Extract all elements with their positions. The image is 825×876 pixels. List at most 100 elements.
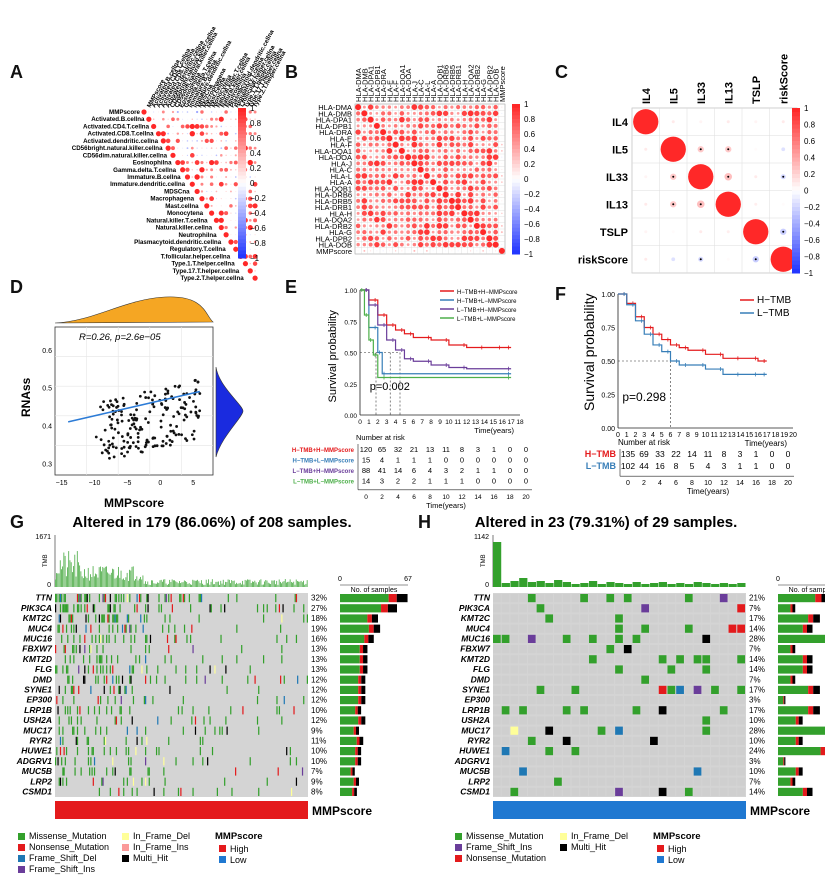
h-empty-cell [684,716,693,725]
a-corr-dot [230,154,232,156]
h-empty-cell [510,747,519,756]
h-empty-cell [632,696,641,705]
b-corr-dot [374,167,379,172]
h-empty-cell [536,655,545,664]
a-corr-dot [253,161,257,164]
a-corr-dot [223,232,229,238]
h-empty-cell [615,594,623,603]
b-row-label: HLA-DOA [319,153,352,162]
b-col-label: HLA-A [429,80,438,102]
b-corr-dot [443,154,448,160]
b-corr-dot [406,123,411,128]
b-col-label: HLA-DOA [404,69,413,102]
b-corr-dot [418,123,424,129]
h-empty-cell [728,634,737,643]
h-empty-cell [650,777,658,786]
b-col-label: HLA-L [423,81,432,102]
h-empty-cell [588,787,597,796]
a-corr-dot [209,138,214,144]
h-mutation-cell [702,665,711,674]
h-mutation-cell [667,685,676,694]
h-empty-cell [650,716,658,725]
h-empty-cell [623,747,632,756]
a-corr-dot [157,118,159,120]
h-empty-cell [728,736,737,745]
h-empty-cell [737,757,745,766]
h-mutation-cell [571,747,580,756]
h-empty-cell [632,726,641,735]
h-empty-cell [545,645,554,654]
h-empty-cell [641,736,650,745]
b-row-label: HLA-J [331,159,352,168]
a-colorbar-segment [238,250,246,255]
h-empty-cell [632,665,641,674]
h-gene-label: MUC17 [461,725,491,735]
b-corr-dot [450,186,454,190]
b-corr-dot [411,204,417,210]
h-count-bar-missense [778,645,791,654]
h-mutation-cell [676,685,684,694]
b-corr-dot [411,185,417,191]
b-corr-dot [368,186,373,191]
h-mutation-cell [615,726,623,735]
h-empty-cell [493,767,501,776]
h-tmb-max: 1142 [474,534,489,541]
a-corr-dot [204,138,209,144]
a-colorbar-segment [238,190,246,195]
b-corr-dot [437,168,441,172]
a-colorbar-segment [238,246,246,251]
a-corr-dot [249,176,252,178]
a-corr-dot [235,169,237,171]
h-empty-cell [684,645,693,654]
b-corr-dot [474,186,480,191]
b-col-label: HLA-DRA [379,69,388,102]
b-corr-dot [399,204,405,210]
h-empty-cell [684,757,693,766]
h-gene-label: MUC4 [466,623,490,633]
a-corr-dot [252,203,258,209]
a-row-label: Regulatory.T.cellna [170,246,226,253]
h-empty-cell [737,675,745,684]
a-corr-dot [199,196,205,202]
h-empty-cell [519,604,527,613]
h-empty-cell [623,706,632,715]
h-empty-cell [615,685,623,694]
h-gene-pct: 14% [749,665,765,674]
h-empty-cell [702,696,711,705]
h-empty-cell [519,665,527,674]
b-corr-dot [450,149,454,153]
h-empty-cell [676,645,684,654]
b-corr-dot [456,168,460,172]
h-empty-cell [554,614,562,623]
b-corr-dot [406,168,410,172]
a-corr-dot [186,133,189,135]
h-empty-cell [658,594,667,603]
b-corr-dot [394,168,398,172]
h-mutation-cell [658,655,667,664]
a-corr-dot [253,110,257,114]
b-corr-dot [450,180,454,184]
h-count-bar-multi [792,777,796,786]
a-corr-dot [234,118,237,121]
h-empty-cell [667,696,676,705]
a-corr-dot [157,125,159,127]
h-empty-cell [615,747,623,756]
b-corr-dot [418,211,423,216]
h-empty-cell [693,787,702,796]
h-empty-cell [658,777,667,786]
a-corr-dot [209,159,215,166]
a-corr-dot [229,190,232,193]
a-corr-dot [242,261,249,267]
h-empty-cell [510,716,519,725]
h-empty-cell [728,604,737,613]
h-mutation-cell [545,747,554,756]
h-gene-pct: 14% [749,624,765,633]
a-corr-dot [234,154,237,157]
h-empty-cell [650,614,658,623]
h-gene-pct: 10% [749,716,765,725]
a-corr-dot [204,124,209,129]
lh-legend-label: Nonsense_Mutation [466,853,546,863]
b-corr-dot [399,160,405,166]
a-corr-dot [215,140,217,142]
a-corr-dot [199,131,205,136]
